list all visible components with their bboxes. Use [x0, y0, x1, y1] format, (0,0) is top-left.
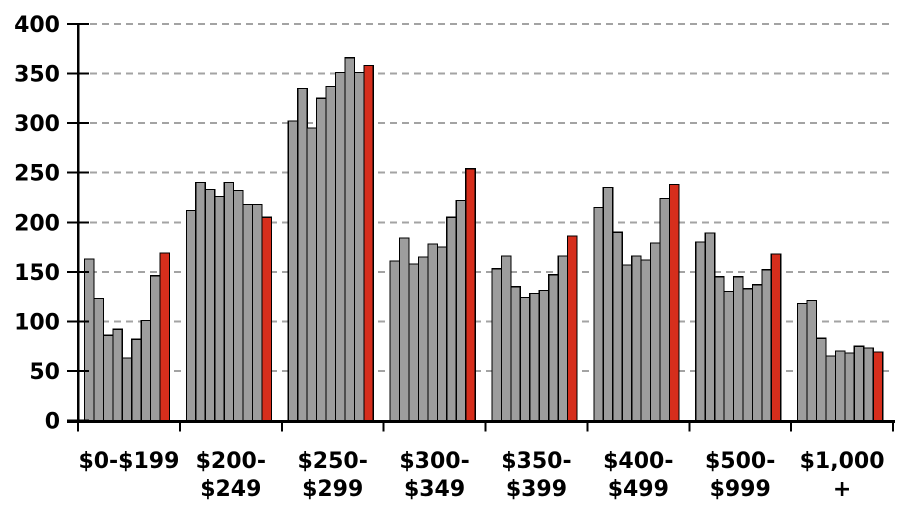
- x-category-label: $349: [404, 477, 465, 502]
- bar: [714, 276, 725, 422]
- bar: [815, 337, 827, 422]
- highlight-bar: [668, 183, 680, 422]
- x-category-label: $250-: [298, 449, 368, 474]
- bar: [612, 231, 623, 422]
- bar: [742, 288, 754, 422]
- y-tick-label: 300: [14, 112, 60, 137]
- x-category-label: $200-: [196, 449, 266, 474]
- x-category-label: $350-: [501, 449, 571, 474]
- y-tick-label: 400: [14, 13, 60, 38]
- bar: [455, 199, 467, 422]
- bar: [844, 352, 855, 422]
- bar: [297, 87, 308, 422]
- bar: [510, 286, 521, 422]
- y-tick-label: 0: [45, 410, 60, 435]
- bar: [102, 334, 114, 422]
- x-category-label: $999: [710, 477, 771, 502]
- bar: [214, 195, 225, 422]
- bar: [695, 241, 706, 422]
- bar: [500, 255, 512, 422]
- x-category-label: +: [833, 477, 851, 502]
- highlight-bar: [770, 253, 782, 422]
- x-category-label: $399: [506, 477, 567, 502]
- x-category-label: $300-: [399, 449, 469, 474]
- bar: [427, 243, 438, 422]
- bar: [519, 296, 531, 422]
- y-tick-label: 150: [14, 261, 60, 286]
- bar: [185, 209, 197, 422]
- x-category-label: $1,000: [800, 449, 885, 474]
- bar: [204, 188, 216, 422]
- bar: [723, 291, 735, 422]
- bar: [659, 197, 671, 422]
- bar: [389, 260, 401, 422]
- bar: [704, 232, 716, 422]
- highlight-bar: [159, 252, 171, 422]
- bar: [548, 274, 559, 422]
- y-tick-label: 250: [14, 162, 60, 187]
- bar: [806, 299, 818, 422]
- highlight-bar: [566, 235, 578, 422]
- y-tick-label: 200: [14, 211, 60, 236]
- x-category-label: $249: [200, 477, 261, 502]
- bar: [649, 242, 661, 422]
- bar: [287, 120, 299, 422]
- bar: [593, 206, 604, 422]
- bar: [195, 182, 206, 422]
- highlight-bar: [261, 216, 273, 422]
- bar: [334, 71, 346, 422]
- bar: [353, 71, 365, 422]
- bar: [761, 269, 772, 422]
- bar: [529, 293, 540, 422]
- bar: [251, 203, 263, 422]
- bar: [621, 264, 633, 422]
- bar: [640, 259, 652, 422]
- bar: [825, 355, 837, 422]
- bar: [491, 268, 503, 422]
- bar: [436, 246, 448, 422]
- bar: [538, 290, 550, 422]
- bar: [863, 347, 874, 422]
- x-category-label: $0-$199: [78, 449, 179, 474]
- bar: [121, 357, 133, 422]
- bar: [417, 256, 429, 422]
- bar: [306, 127, 318, 422]
- bar: [446, 216, 457, 422]
- bar: [797, 302, 808, 422]
- bar: [242, 203, 254, 422]
- bar: [150, 275, 161, 422]
- bar: [344, 57, 356, 422]
- bar: [112, 328, 123, 422]
- bar: [93, 297, 104, 422]
- bar: [140, 319, 152, 422]
- bar: [316, 97, 327, 422]
- y-tick-label: 50: [29, 360, 60, 385]
- bar: [751, 284, 763, 422]
- bar: [408, 263, 420, 422]
- x-category-label: $299: [302, 477, 363, 502]
- bar: [83, 258, 95, 422]
- bar: [398, 237, 410, 422]
- bar: [631, 255, 642, 422]
- highlight-bar: [465, 168, 476, 422]
- bar: [131, 338, 142, 422]
- bar: [853, 345, 865, 422]
- y-tick-label: 100: [14, 310, 60, 335]
- bar: [557, 255, 569, 422]
- x-category-label: $400-: [603, 449, 673, 474]
- bar: [325, 85, 337, 422]
- highlight-bar: [872, 351, 884, 422]
- x-category-label: $499: [608, 477, 669, 502]
- bar: [233, 189, 244, 422]
- bar: [732, 276, 744, 422]
- highlight-bar: [363, 65, 374, 422]
- bar: [223, 182, 235, 422]
- y-tick-label: 350: [14, 63, 60, 88]
- bar: [602, 186, 614, 422]
- x-category-label: $500-: [705, 449, 775, 474]
- bar: [834, 350, 846, 422]
